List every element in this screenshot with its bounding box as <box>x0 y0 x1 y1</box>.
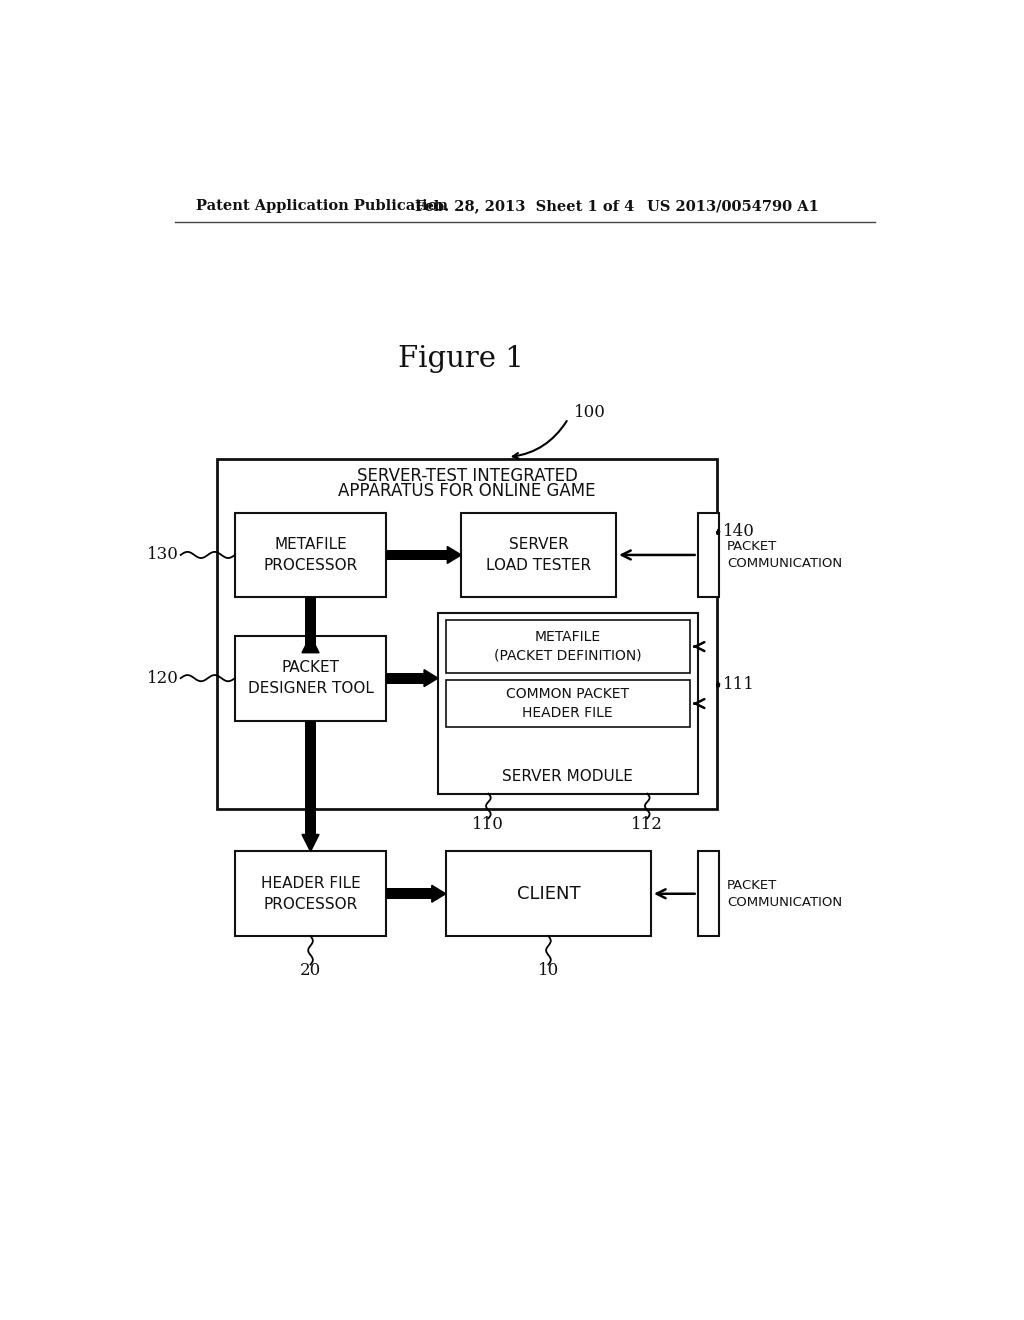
FancyBboxPatch shape <box>445 681 690 726</box>
FancyBboxPatch shape <box>234 636 386 721</box>
FancyBboxPatch shape <box>445 851 651 936</box>
Text: METAFILE
(PACKET DEFINITION): METAFILE (PACKET DEFINITION) <box>494 631 642 663</box>
Text: 100: 100 <box>573 404 605 421</box>
FancyBboxPatch shape <box>445 620 690 673</box>
Text: Patent Application Publication: Patent Application Publication <box>197 199 449 213</box>
FancyBboxPatch shape <box>305 598 316 653</box>
Text: 120: 120 <box>146 669 178 686</box>
Text: COMMON PACKET
HEADER FILE: COMMON PACKET HEADER FILE <box>506 688 630 719</box>
Polygon shape <box>432 886 445 903</box>
Text: METAFILE
PROCESSOR: METAFILE PROCESSOR <box>263 537 357 573</box>
Polygon shape <box>302 636 319 653</box>
Text: 112: 112 <box>632 816 664 833</box>
Text: CLIENT: CLIENT <box>517 884 581 903</box>
Text: US 2013/0054790 A1: US 2013/0054790 A1 <box>647 199 819 213</box>
Text: 111: 111 <box>723 676 755 693</box>
Polygon shape <box>424 669 438 686</box>
FancyBboxPatch shape <box>461 512 616 598</box>
FancyBboxPatch shape <box>234 512 386 598</box>
Text: PACKET
COMMUNICATION: PACKET COMMUNICATION <box>727 879 842 908</box>
Text: 110: 110 <box>472 816 504 833</box>
FancyBboxPatch shape <box>386 888 432 899</box>
Text: 20: 20 <box>300 962 322 979</box>
Text: 10: 10 <box>538 962 559 979</box>
FancyBboxPatch shape <box>217 459 717 809</box>
Text: PACKET
COMMUNICATION: PACKET COMMUNICATION <box>727 540 842 570</box>
Text: Figure 1: Figure 1 <box>398 345 524 372</box>
FancyBboxPatch shape <box>386 673 424 684</box>
Text: PACKET
DESIGNER TOOL: PACKET DESIGNER TOOL <box>248 660 374 696</box>
FancyBboxPatch shape <box>438 612 697 793</box>
Text: SERVER-TEST INTEGRATED: SERVER-TEST INTEGRATED <box>356 467 578 484</box>
Text: APPARATUS FOR ONLINE GAME: APPARATUS FOR ONLINE GAME <box>338 482 596 500</box>
Polygon shape <box>447 546 461 564</box>
FancyBboxPatch shape <box>697 512 719 598</box>
FancyBboxPatch shape <box>305 721 316 834</box>
Text: SERVER MODULE: SERVER MODULE <box>503 770 633 784</box>
Text: HEADER FILE
PROCESSOR: HEADER FILE PROCESSOR <box>261 875 360 912</box>
Text: Feb. 28, 2013  Sheet 1 of 4: Feb. 28, 2013 Sheet 1 of 4 <box>415 199 634 213</box>
Text: 130: 130 <box>146 546 178 564</box>
FancyBboxPatch shape <box>697 851 719 936</box>
Text: SERVER
LOAD TESTER: SERVER LOAD TESTER <box>486 537 591 573</box>
FancyBboxPatch shape <box>386 549 447 561</box>
Text: 140: 140 <box>723 523 755 540</box>
FancyBboxPatch shape <box>234 851 386 936</box>
Polygon shape <box>302 834 319 851</box>
